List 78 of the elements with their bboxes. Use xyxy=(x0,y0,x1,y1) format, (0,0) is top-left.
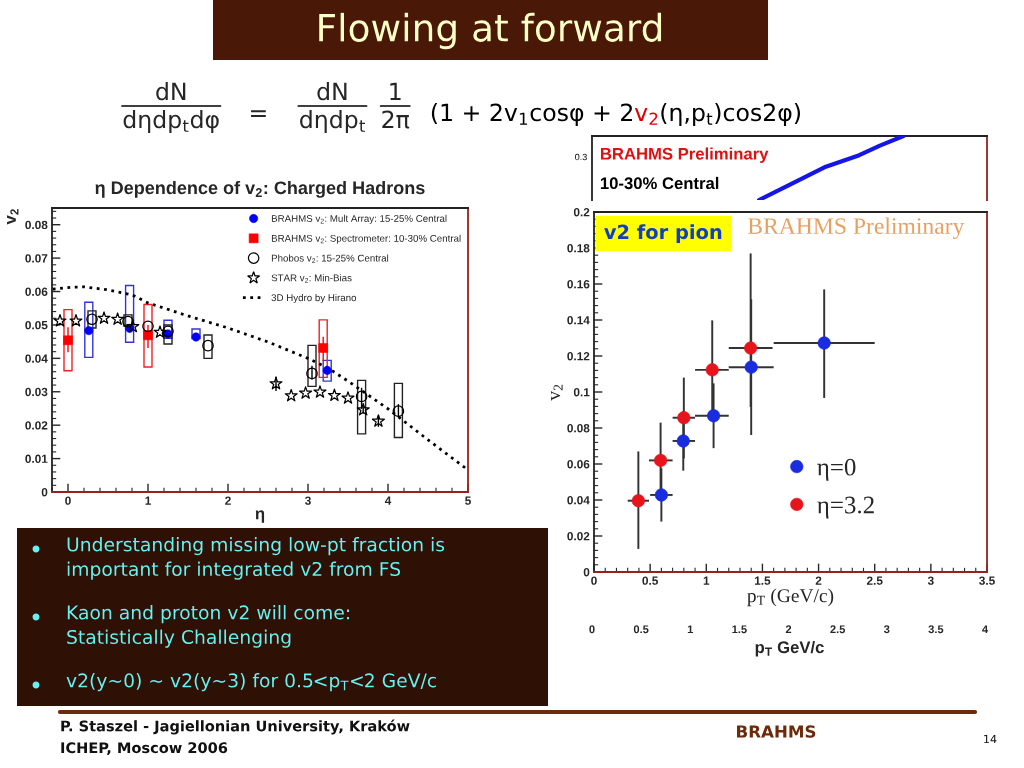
x-tick-label: 3.5 xyxy=(928,625,944,634)
text: 1 xyxy=(390,82,401,100)
y-tick-label: 0.07 xyxy=(25,254,48,263)
legend-label: BRAHMS v$_{2}$: Mult Array: 15-25% Central xyxy=(271,214,447,224)
x-tick-label: 2 xyxy=(815,576,822,585)
x-tick-label: 0 xyxy=(65,496,71,505)
text: 14 xyxy=(984,734,997,744)
y-tick-label: 0.02 xyxy=(567,532,590,541)
y-tick-label: 0.06 xyxy=(567,460,590,469)
text: 0.3 xyxy=(575,153,587,161)
x-axis-title: p$_{T}$ GeV/c xyxy=(755,640,824,657)
text: dN xyxy=(156,82,186,101)
x-tick-label: 2 xyxy=(225,496,231,505)
legend-label: η=3.2 xyxy=(817,496,874,519)
x-tick-label: 0.5 xyxy=(642,576,659,585)
text: Understanding missing low-pt fraction is important for integrated v2 from FS xyxy=(67,537,445,580)
text: v$_{2}$ xyxy=(634,108,658,125)
x-tick-label: 2.5 xyxy=(866,576,883,585)
annotation: BRAHMS Preliminary xyxy=(747,217,965,239)
y-tick-label: 0.18 xyxy=(567,244,590,253)
x-tick-label: 5 xyxy=(465,496,471,505)
y-tick-label: 0.04 xyxy=(567,496,590,505)
text: = xyxy=(251,110,266,117)
text: dN xyxy=(317,82,347,101)
legend-label: η=0 xyxy=(817,458,856,481)
x-tick-label: 1.5 xyxy=(754,576,771,585)
text: ICHEP, Moscow 2006 xyxy=(61,742,228,756)
text: (η,p$_{t}$)cos2φ) xyxy=(661,103,800,126)
x-tick-label: 3.5 xyxy=(979,576,995,585)
text: v2(y~0) ~ v2(y~3) for 0.5<p$_{T}$<2 GeV/c xyxy=(66,673,436,692)
y-tick-label: 0.2 xyxy=(573,208,590,217)
annotation: BRAHMS Preliminary xyxy=(601,147,769,163)
y-axis-title: v$_{2}$ xyxy=(551,384,563,401)
x-tick-label: 3 xyxy=(927,576,934,585)
y-tick-label: 0.04 xyxy=(25,354,48,363)
text: BRAHMS xyxy=(737,725,816,738)
x-tick-label: 0.5 xyxy=(633,625,649,634)
y-tick-label: 0.12 xyxy=(567,352,590,361)
annotation: 10-30% Central xyxy=(600,176,719,190)
legend-label: STAR v$_{2}$: Min-Bias xyxy=(271,274,352,283)
y-tick-label: 0.01 xyxy=(25,454,48,463)
x-tick-label: 3 xyxy=(883,625,890,634)
text: 2π xyxy=(382,110,410,129)
chart-title: η Dependence of v$_{2}$: Charged Hadrons xyxy=(95,180,425,198)
y-tick-label: 0.06 xyxy=(25,287,48,296)
y-tick-label: 0.08 xyxy=(25,220,48,230)
x-tick-label: 1.5 xyxy=(732,625,747,634)
x-tick-label: 0 xyxy=(591,576,597,585)
text: v2 for pion xyxy=(604,224,722,244)
text: dηdp$_{t}$ xyxy=(300,110,366,133)
legend-label: BRAHMS v$_{2}$: Spectrometer: 10-30% Central xyxy=(271,234,461,244)
x-tick-label: 4 xyxy=(982,625,989,634)
text: Kaon and proton v2 will come: Statistically Challenging xyxy=(67,605,349,648)
x-tick-label: 1 xyxy=(687,625,694,634)
text: dηdp$_{t}$dφ xyxy=(123,110,219,133)
x-tick-label: 3 xyxy=(304,496,311,505)
y-tick-label: 0.03 xyxy=(25,387,48,397)
y-tick-label: 0.08 xyxy=(567,424,590,433)
legend-label: 3D Hydro by Hirano xyxy=(271,293,357,304)
x-axis-title: p$_{T}$ (GeV/c) xyxy=(747,588,834,607)
x-tick-label: 2 xyxy=(785,625,792,634)
x-tick-label: 2.5 xyxy=(830,625,846,634)
x-tick-label: 4 xyxy=(384,496,392,505)
text: Flowing at forward xyxy=(319,12,662,50)
y-tick-label: 0 xyxy=(583,568,590,577)
text: P. Staszel - Jagiellonian University, Kraków xyxy=(61,719,410,735)
y-tick-label: 0.1 xyxy=(573,388,590,397)
x-axis-title: η xyxy=(255,510,265,523)
y-tick-label: 0.02 xyxy=(25,421,48,430)
x-tick-label: 1 xyxy=(703,576,710,585)
y-tick-label: 0.05 xyxy=(25,320,48,330)
y-tick-label: 0.14 xyxy=(567,316,590,325)
y-tick-label: 0 xyxy=(41,488,48,497)
x-tick-label: 1 xyxy=(145,496,151,505)
text: (1 + 2v$_{1}$cosφ + 2 xyxy=(431,103,633,126)
y-tick-label: 0.16 xyxy=(567,280,590,289)
legend-label: Phobos v$_{2}$: 15-25% Central xyxy=(271,254,389,264)
y-axis-title: v$_{2}$ xyxy=(7,209,19,225)
